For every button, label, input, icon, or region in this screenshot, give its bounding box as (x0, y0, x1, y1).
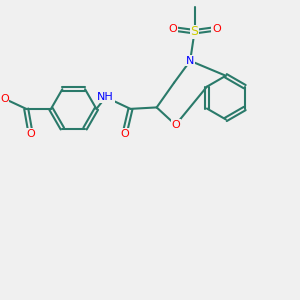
Text: O: O (212, 24, 221, 34)
Text: O: O (168, 24, 177, 34)
Text: O: O (120, 129, 129, 139)
Text: O: O (26, 129, 35, 139)
Text: O: O (0, 94, 9, 104)
Text: NH: NH (97, 92, 114, 102)
Text: O: O (171, 120, 180, 130)
Text: N: N (186, 56, 194, 66)
Text: S: S (190, 25, 199, 38)
